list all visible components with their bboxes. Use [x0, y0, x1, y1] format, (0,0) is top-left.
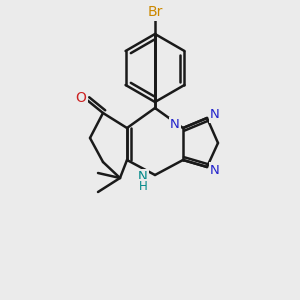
Text: N: N	[210, 109, 220, 122]
Text: Br: Br	[147, 5, 163, 19]
Text: N: N	[138, 170, 148, 184]
Text: H: H	[139, 181, 147, 194]
Text: O: O	[76, 91, 86, 105]
Text: N: N	[210, 164, 220, 176]
Text: N: N	[170, 118, 180, 131]
